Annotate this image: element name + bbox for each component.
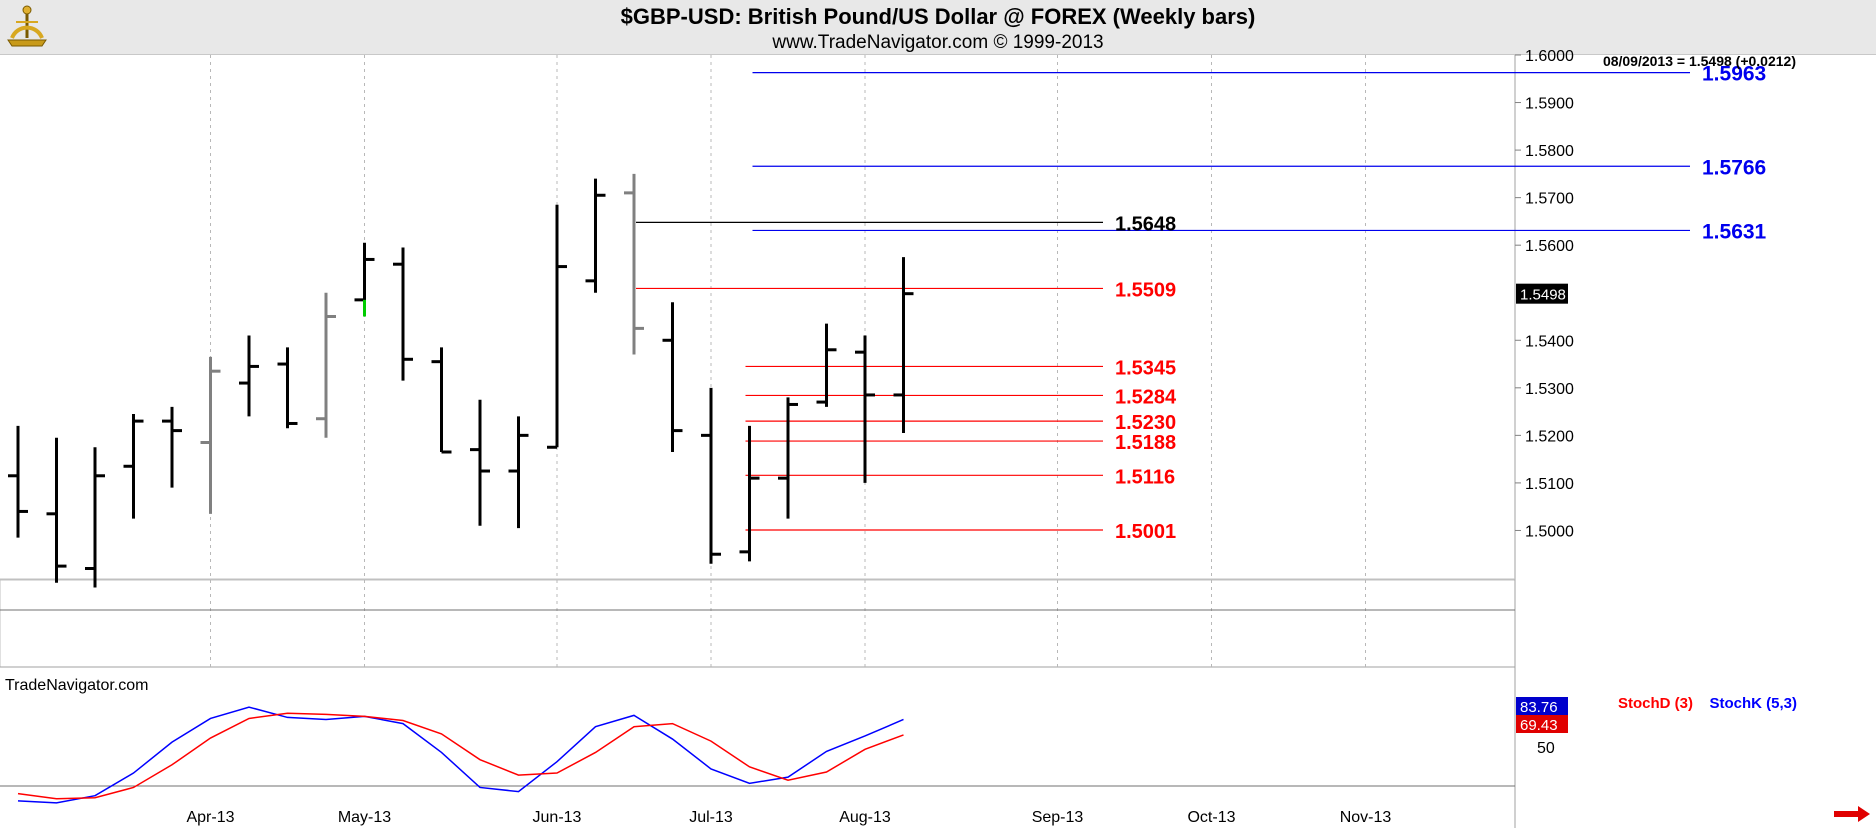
level-label: 1.5188 [1115, 432, 1176, 454]
ohlc-bar [162, 406, 182, 488]
stoch-d-value: 69.43 [1520, 717, 1558, 734]
ohlc-bar [662, 302, 683, 453]
last-quote-label: 08/09/2013 = 1.5498 (+0.0212) [1603, 53, 1796, 69]
ohlc-bar [8, 425, 28, 538]
y-tick-label: 1.5700 [1525, 191, 1574, 208]
y-tick-label: 1.6000 [1525, 48, 1574, 65]
x-tick-label: Aug-13 [839, 809, 891, 826]
level-label: 1.5509 [1115, 279, 1176, 301]
ohlc-bar [547, 204, 567, 449]
y-tick-label: 1.5100 [1525, 476, 1574, 493]
ohlc-bar [778, 397, 798, 519]
ohlc-bar [200, 356, 221, 514]
price-flag-box [1516, 283, 1568, 304]
ohlc-bar [393, 247, 413, 381]
stoch-y-tick: 50 [1537, 740, 1555, 757]
level-label: 1.5648 [1115, 213, 1176, 235]
ohlc-bar [470, 399, 490, 526]
ohlc-bar [123, 413, 144, 519]
x-tick-label: Jun-13 [533, 809, 582, 826]
sextant-logo-icon [7, 5, 47, 47]
scroll-right-arrow-icon[interactable] [1832, 804, 1872, 824]
ohlc-bar [316, 292, 336, 438]
x-tick-label: Apr-13 [186, 809, 234, 826]
ohlc-bar [585, 178, 606, 293]
level-label: 1.5116 [1115, 466, 1175, 488]
stoch-k-value: 83.76 [1520, 699, 1558, 716]
x-tick-label: Sep-13 [1032, 809, 1084, 826]
price-flag-label: 1.5498 [1520, 287, 1566, 304]
stoch-d-flag-box [1516, 715, 1568, 733]
y-tick-label: 1.5300 [1525, 381, 1574, 398]
stoch-d-line [17, 712, 904, 800]
y-tick-label: 1.5900 [1525, 96, 1574, 113]
level-label: 1.5963 [1702, 63, 1766, 86]
y-tick-label: 1.5400 [1525, 333, 1574, 350]
y-tick-label: 1.5000 [1525, 523, 1574, 540]
y-tick-label: 1.5200 [1525, 428, 1574, 445]
ohlc-bar [46, 437, 67, 583]
chart-title: $GBP-USD: British Pound/US Dollar @ FORE… [620, 4, 1256, 29]
ohlc-bar [239, 335, 259, 417]
stoch-k-flag-box [1516, 697, 1568, 715]
ohlc-bar [85, 447, 105, 588]
level-label: 1.5284 [1115, 386, 1177, 408]
ohlc-bar [624, 173, 644, 355]
level-label: 1.5001 [1115, 521, 1176, 543]
stochastic-panel [0, 579, 1516, 668]
ohlc-bar [816, 323, 837, 407]
level-label: 1.5230 [1115, 412, 1176, 434]
level-label: 1.5631 [1702, 220, 1767, 243]
ohlc-bar [431, 347, 452, 454]
chart-header [0, 0, 1876, 55]
ohlc-bar [855, 335, 875, 483]
stoch-d-legend: StochD (3) [1618, 695, 1693, 712]
x-tick-label: Oct-13 [1187, 809, 1235, 826]
y-tick-label: 1.5800 [1525, 143, 1574, 160]
chart-subtitle: www.TradeNavigator.com © 1999-2013 [772, 32, 1104, 53]
ohlc-bar [739, 425, 760, 562]
price-panel [0, 55, 1515, 578]
ohlc-bar [277, 347, 298, 429]
ohlc-bar [893, 257, 914, 433]
x-tick-label: Jul-13 [689, 809, 733, 826]
y-tick-label: 1.5600 [1525, 238, 1574, 255]
ohlc-bar [508, 416, 529, 529]
level-label: 1.5345 [1115, 357, 1176, 379]
stoch-k-line [17, 706, 904, 804]
x-tick-label: May-13 [338, 809, 391, 826]
level-label: 1.5766 [1702, 156, 1766, 179]
x-tick-label: Nov-13 [1340, 809, 1392, 826]
watermark-text: TradeNavigator.com [5, 677, 148, 694]
ohlc-bar [701, 387, 721, 564]
stoch-k-legend: StochK (5,3) [1709, 695, 1797, 712]
